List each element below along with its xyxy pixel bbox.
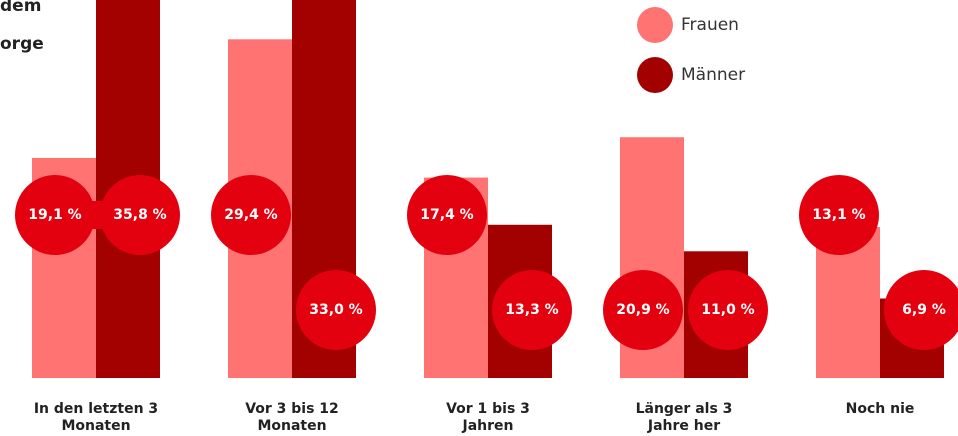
- legend-label: Männer: [681, 65, 745, 85]
- value-label: 33,0 %: [309, 302, 362, 318]
- x-tick-label: Länger als 3 Jahre her: [635, 401, 733, 434]
- x-tick-label: Noch nie: [845, 401, 915, 417]
- x-tick-label: Vor 3 bis 12 Monaten: [245, 401, 339, 434]
- legend-label: Frauen: [681, 15, 739, 35]
- label-circle: [15, 175, 95, 255]
- value-label: 11,0 %: [701, 302, 754, 318]
- label-circle: [211, 175, 291, 255]
- label-circle: [407, 175, 487, 255]
- x-tick-label: In den letzten 3 Monaten: [33, 401, 159, 434]
- value-label: 20,9 %: [616, 302, 669, 318]
- title-line: orge: [0, 34, 44, 54]
- value-label: 13,1 %: [812, 207, 865, 223]
- label-circle: [603, 270, 683, 350]
- x-tick-label: Vor 1 bis 3 Jahren: [446, 401, 530, 434]
- value-label: 29,4 %: [224, 207, 277, 223]
- title-line: dem: [0, 0, 41, 16]
- legend-swatch: [637, 57, 673, 93]
- value-label: 35,8 %: [113, 207, 166, 223]
- value-label: 17,4 %: [420, 207, 473, 223]
- label-circle: [492, 270, 572, 350]
- value-label: 6,9 %: [902, 302, 946, 318]
- label-circle: [799, 175, 879, 255]
- label-circle: [884, 270, 958, 350]
- label-circle: [296, 270, 376, 350]
- label-circle: [688, 270, 768, 350]
- legend-swatch: [637, 7, 673, 43]
- value-label: 19,1 %: [28, 207, 81, 223]
- value-label: 13,3 %: [505, 302, 558, 318]
- label-circle: [100, 175, 180, 255]
